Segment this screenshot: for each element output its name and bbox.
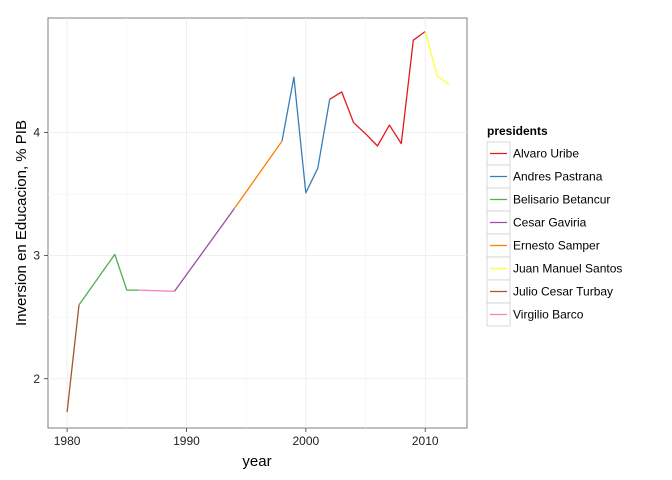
x-tick-label: 2010 — [412, 434, 439, 448]
x-tick-label: 1990 — [173, 434, 200, 448]
grid — [48, 18, 467, 428]
series-line — [173, 208, 235, 292]
series-line — [281, 76, 331, 194]
series-line — [329, 30, 426, 147]
legend: presidents Alvaro Uribe Andres Pastrana Be… — [486, 124, 622, 327]
legend-label: Ernesto Samper — [513, 239, 600, 253]
legend-label: Juan Manuel Santos — [513, 262, 622, 276]
y-axis-title: Inversion en Educacion, % PIB — [13, 120, 30, 326]
series-line — [78, 253, 139, 306]
legend-label: Andres Pastrana — [513, 170, 603, 184]
plot-panel — [47, 17, 468, 429]
x-tick-label: 2000 — [292, 434, 319, 448]
legend-label: Virgilio Barco — [513, 308, 584, 322]
series-line — [66, 304, 80, 413]
legend-label: Belisario Betancur — [513, 193, 610, 207]
y-tick-label: 2 — [33, 372, 40, 386]
x-tick-label: 1980 — [54, 434, 81, 448]
legend-items: Alvaro Uribe Andres Pastrana Belisario Bet… — [486, 141, 622, 327]
y-tick-label: 3 — [33, 249, 40, 263]
y-axis: 2 3 4 — [33, 126, 48, 386]
legend-label: Cesar Gaviria — [513, 216, 587, 230]
legend-label: Alvaro Uribe — [513, 147, 579, 161]
legend-title: presidents — [487, 124, 548, 138]
series-line — [424, 31, 450, 86]
series-line — [138, 289, 175, 292]
series-group — [66, 30, 450, 413]
x-axis-title: year — [242, 453, 271, 470]
y-tick-label: 4 — [33, 126, 40, 140]
legend-label: Julio Cesar Turbay — [513, 285, 613, 299]
series-line — [233, 140, 283, 210]
x-axis: 1980 1990 2000 2010 — [54, 428, 439, 448]
